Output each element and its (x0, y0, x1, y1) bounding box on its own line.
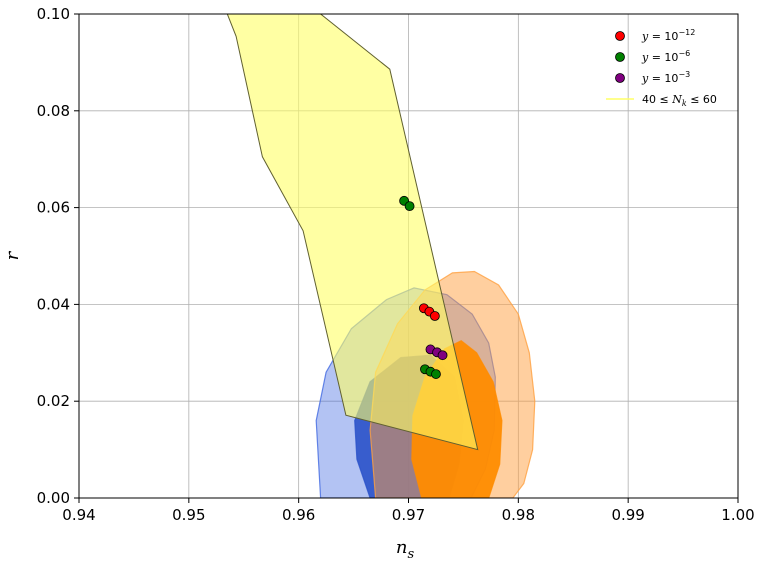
data-points (399, 195, 448, 379)
y-tick-label: 0.06 (37, 199, 70, 217)
legend-marker-1 (615, 52, 625, 62)
legend-label-0: y = 10−12 (641, 28, 695, 43)
point-series-1 (431, 369, 441, 379)
y-tick-label: 0.04 (37, 295, 70, 313)
y-axis-label: r (2, 250, 23, 260)
x-ticks: 0.94 0.95 0.96 0.97 0.98 0.99 1.00 (62, 498, 755, 524)
legend-label-band: 40 ≤ Nk ≤ 60 (642, 93, 717, 108)
y-tick-label: 0.00 (37, 489, 70, 507)
nk-band (226, 14, 479, 451)
x-tick-label: 0.96 (282, 506, 315, 524)
legend: y = 10−12 y = 10−6 y = 10−3 40 ≤ Nk ≤ 60 (606, 28, 717, 108)
x-tick-label: 0.99 (611, 506, 644, 524)
y-tick-label: 0.08 (37, 102, 70, 120)
y-ticks: 0.00 0.02 0.04 0.06 0.08 0.10 (37, 5, 79, 507)
x-tick-label: 0.94 (62, 506, 95, 524)
point-series-0 (429, 311, 440, 321)
x-axis-label-sub: s (407, 547, 414, 562)
band-region (226, 14, 479, 451)
x-tick-label: 1.00 (721, 506, 754, 524)
point-series-1 (404, 201, 415, 212)
legend-marker-0 (615, 31, 625, 41)
legend-marker-2 (615, 73, 625, 83)
point-series-2 (437, 350, 448, 361)
x-axis-label-main: n (396, 537, 408, 558)
x-tick-label: 0.95 (172, 506, 205, 524)
y-tick-label: 0.02 (37, 392, 70, 410)
legend-label-1: y = 10−6 (641, 49, 690, 64)
x-tick-label: 0.97 (392, 506, 425, 524)
x-tick-label: 0.98 (502, 506, 535, 524)
y-tick-label: 0.10 (37, 5, 70, 23)
legend-label-2: y = 10−3 (641, 70, 690, 85)
x-axis-label: ns (396, 537, 415, 562)
